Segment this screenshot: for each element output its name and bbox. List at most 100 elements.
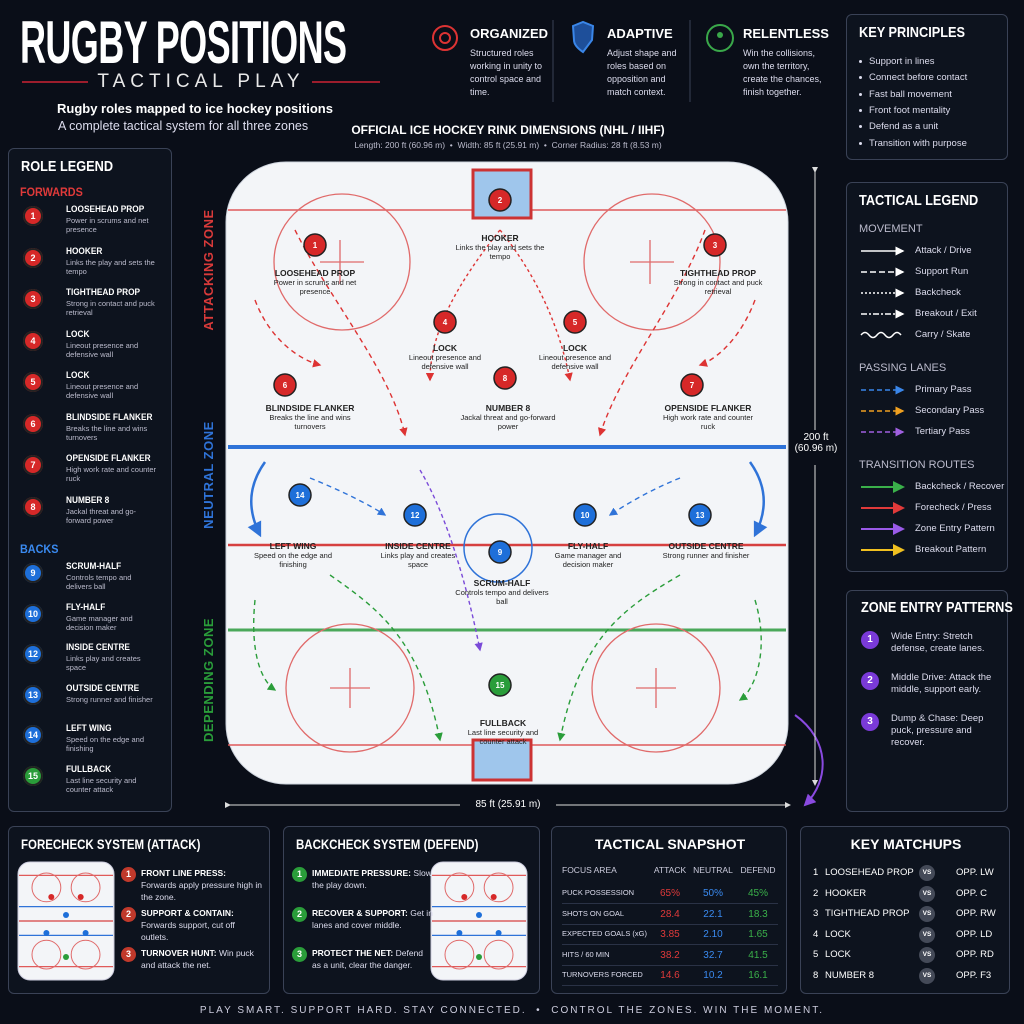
player-desc: Strong in contact and puck retrieval (673, 278, 763, 296)
player-icon (703, 233, 727, 257)
player-name: LOOSEHEAD PROP (274, 268, 356, 278)
mini-circle (483, 939, 514, 970)
role-desc: Strong runner and finisher (66, 694, 153, 704)
mini-player (43, 930, 50, 936)
bullet (859, 108, 862, 112)
mini-player (476, 912, 482, 918)
panel-title: ROLE LEGEND (21, 158, 114, 175)
vs-badge: VS (919, 926, 935, 943)
player-desc: High work rate and counter ruck (662, 413, 754, 431)
legend-item: Attack / Drive (915, 245, 972, 256)
role-number: 13 (27, 689, 38, 700)
table-value: 2.10 (703, 929, 723, 940)
matchup-role: TIGHTHEAD PROP (825, 908, 910, 919)
step-text: RECOVER & SUPPORT: Get in lanes and cove… (312, 907, 434, 931)
role-name: OUTSIDE CENTRE (66, 682, 140, 693)
role-icon: 7 (23, 455, 43, 475)
row-rule (562, 903, 778, 904)
forecheck-panel: FORECHECK SYSTEM (ATTACK) 1 FRONT LINE PRE… (8, 826, 270, 994)
table-value: 41.5 (748, 949, 768, 961)
table-value: 50% (702, 888, 723, 899)
role-desc: Lineout presence and defensive wall (66, 340, 139, 359)
role-icon: 1 (23, 206, 43, 226)
role-name: INSIDE CENTRE (66, 642, 130, 652)
role-icon: 2 (23, 247, 43, 268)
role-desc: Controls tempo and delivers ball (66, 573, 132, 591)
role-number: 8 (30, 501, 36, 512)
bullet (859, 125, 862, 129)
table-value: 65% (659, 888, 680, 899)
matchup-opponent: OPP. RD (956, 949, 994, 960)
step-text: FRONT LINE PRESS: Forwards apply pressur… (141, 867, 263, 903)
player-desc: Links play and creates space (380, 551, 456, 569)
step-badge: 1 (292, 867, 307, 882)
matchup-opponent: OPP. RW (956, 908, 996, 919)
table-row-label: HITS / 60 MIN (562, 949, 610, 959)
legend-item: Secondary Pass (915, 405, 985, 416)
step-badge: 3 (292, 947, 307, 962)
role-icon: 14 (23, 725, 43, 745)
role-number: 15 (27, 770, 38, 781)
player-number: 7 (690, 381, 695, 390)
step-badge: 1 (121, 867, 136, 882)
column-header: FOCUS AREA (562, 865, 617, 875)
player-name: HOOKER (481, 233, 519, 243)
player-name: OPENSIDE FLANKER (664, 403, 752, 413)
matchup-opponent: OPP. LW (956, 867, 994, 878)
role-legend-panel: ROLE LEGEND FORWARDS 1 LOOSEHEAD PROP Power … (8, 148, 172, 812)
step-lead: RECOVER & SUPPORT: (312, 908, 408, 918)
role-desc: High work rate and counter ruck (66, 465, 157, 483)
step-text: PROTECT THE NET: Defend as a unit, clear… (312, 947, 434, 971)
role-desc: Game manager and decision maker (66, 613, 133, 632)
step-number: 3 (125, 949, 131, 959)
legend-item: Breakout Pattern (915, 544, 987, 555)
length-label: 200 ft (60.96 m) (790, 432, 842, 454)
rink-title: OFFICIAL ICE HOCKEY RINK DIMENSIONS (NHL… (351, 123, 665, 137)
player-desc: Jackal threat and go-forward power (460, 413, 556, 431)
zone-entry-panel: ZONE ENTRY PATTERNS 1 Wide Entry: Stretch … (846, 590, 1013, 812)
role-icon: 3 (23, 289, 43, 309)
entry-lead: Wide Entry: (891, 631, 941, 642)
table-value: 38.2 (660, 949, 680, 961)
role-icon: 9 (23, 563, 43, 583)
principle: Fast ball movement (869, 88, 952, 100)
center-circle (463, 513, 533, 583)
pillar-icons (432, 20, 734, 54)
step-lead: TURNOVER HUNT: (141, 948, 217, 958)
role-desc: Links the play and sets the tempo (66, 257, 155, 276)
snapshot-panel: TACTICAL SNAPSHOT FOCUS AREA ATTACK NEUTRAL… (551, 826, 787, 994)
step-lead: PROTECT THE NET: (312, 948, 394, 958)
mini-rink (17, 861, 115, 981)
player-desc: Speed on the edge and finishing (254, 551, 332, 569)
legend-item: Primary Pass (915, 384, 972, 395)
player-label: OUTSIDE CENTRE Strong runner and finisher (644, 541, 768, 560)
role-number: 6 (30, 418, 36, 429)
role-number: 9 (30, 568, 36, 578)
matchup-number: 2 (813, 887, 819, 899)
matchup-opponent: OPP. F3 (956, 969, 992, 981)
role-name: LOOSEHEAD PROP (66, 204, 145, 214)
step-desc: Forwards apply pressure high in the zone… (141, 880, 262, 902)
zone-label: DEPENDING ZONE (201, 618, 216, 742)
player-label: HOOKER Links the play and sets the tempo (438, 233, 562, 261)
player-name: TIGHTHEAD PROP (679, 268, 757, 278)
player-icon (488, 540, 512, 564)
role-desc: Links play and creates space (66, 654, 141, 672)
player-desc: Strong runner and finisher (662, 551, 750, 560)
player-number: 6 (283, 381, 288, 390)
bullet (859, 60, 862, 63)
bullet (859, 76, 862, 80)
player-name: OUTSIDE CENTRE (668, 541, 744, 551)
panel-title: ZONE ENTRY PATTERNS (861, 599, 1013, 616)
player-desc: Breaks the line and wins turnovers (269, 413, 351, 431)
table-value: 1.65 (748, 929, 768, 940)
step-badge: 3 (121, 947, 136, 962)
table-value: 10.2 (703, 970, 723, 981)
principle: Transition with purpose (869, 137, 967, 149)
pillar-text: Structured roles working in unity to con… (470, 48, 543, 97)
bullet (859, 92, 862, 96)
matchup-role: HOOKER (825, 887, 867, 899)
player-desc: Power in scrums and net presence (273, 278, 357, 296)
player-name: LEFT WING (269, 541, 317, 551)
role-number: 1 (30, 211, 36, 221)
